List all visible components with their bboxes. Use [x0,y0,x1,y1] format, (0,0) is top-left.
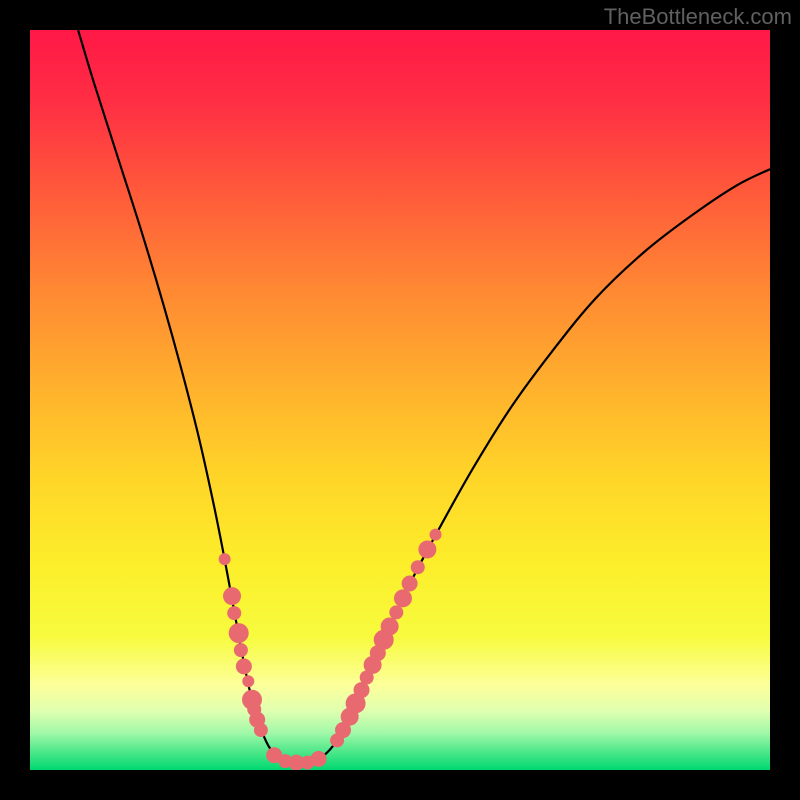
data-marker [227,606,241,620]
chart-container: TheBottleneck.com [0,0,800,800]
data-marker [219,553,231,565]
data-marker [381,617,399,635]
data-marker [234,643,248,657]
data-marker [411,560,425,574]
data-marker [236,658,252,674]
gradient-background [30,30,770,770]
plot-area [30,30,770,770]
data-marker [229,623,249,643]
data-marker [389,605,403,619]
data-marker [242,675,254,687]
plot-svg [30,30,770,770]
data-marker [311,751,327,767]
watermark-text: TheBottleneck.com [604,4,792,30]
data-marker [402,576,418,592]
data-marker [418,540,436,558]
data-marker [394,589,412,607]
data-marker [223,587,241,605]
data-marker [430,529,442,541]
data-marker [254,723,268,737]
